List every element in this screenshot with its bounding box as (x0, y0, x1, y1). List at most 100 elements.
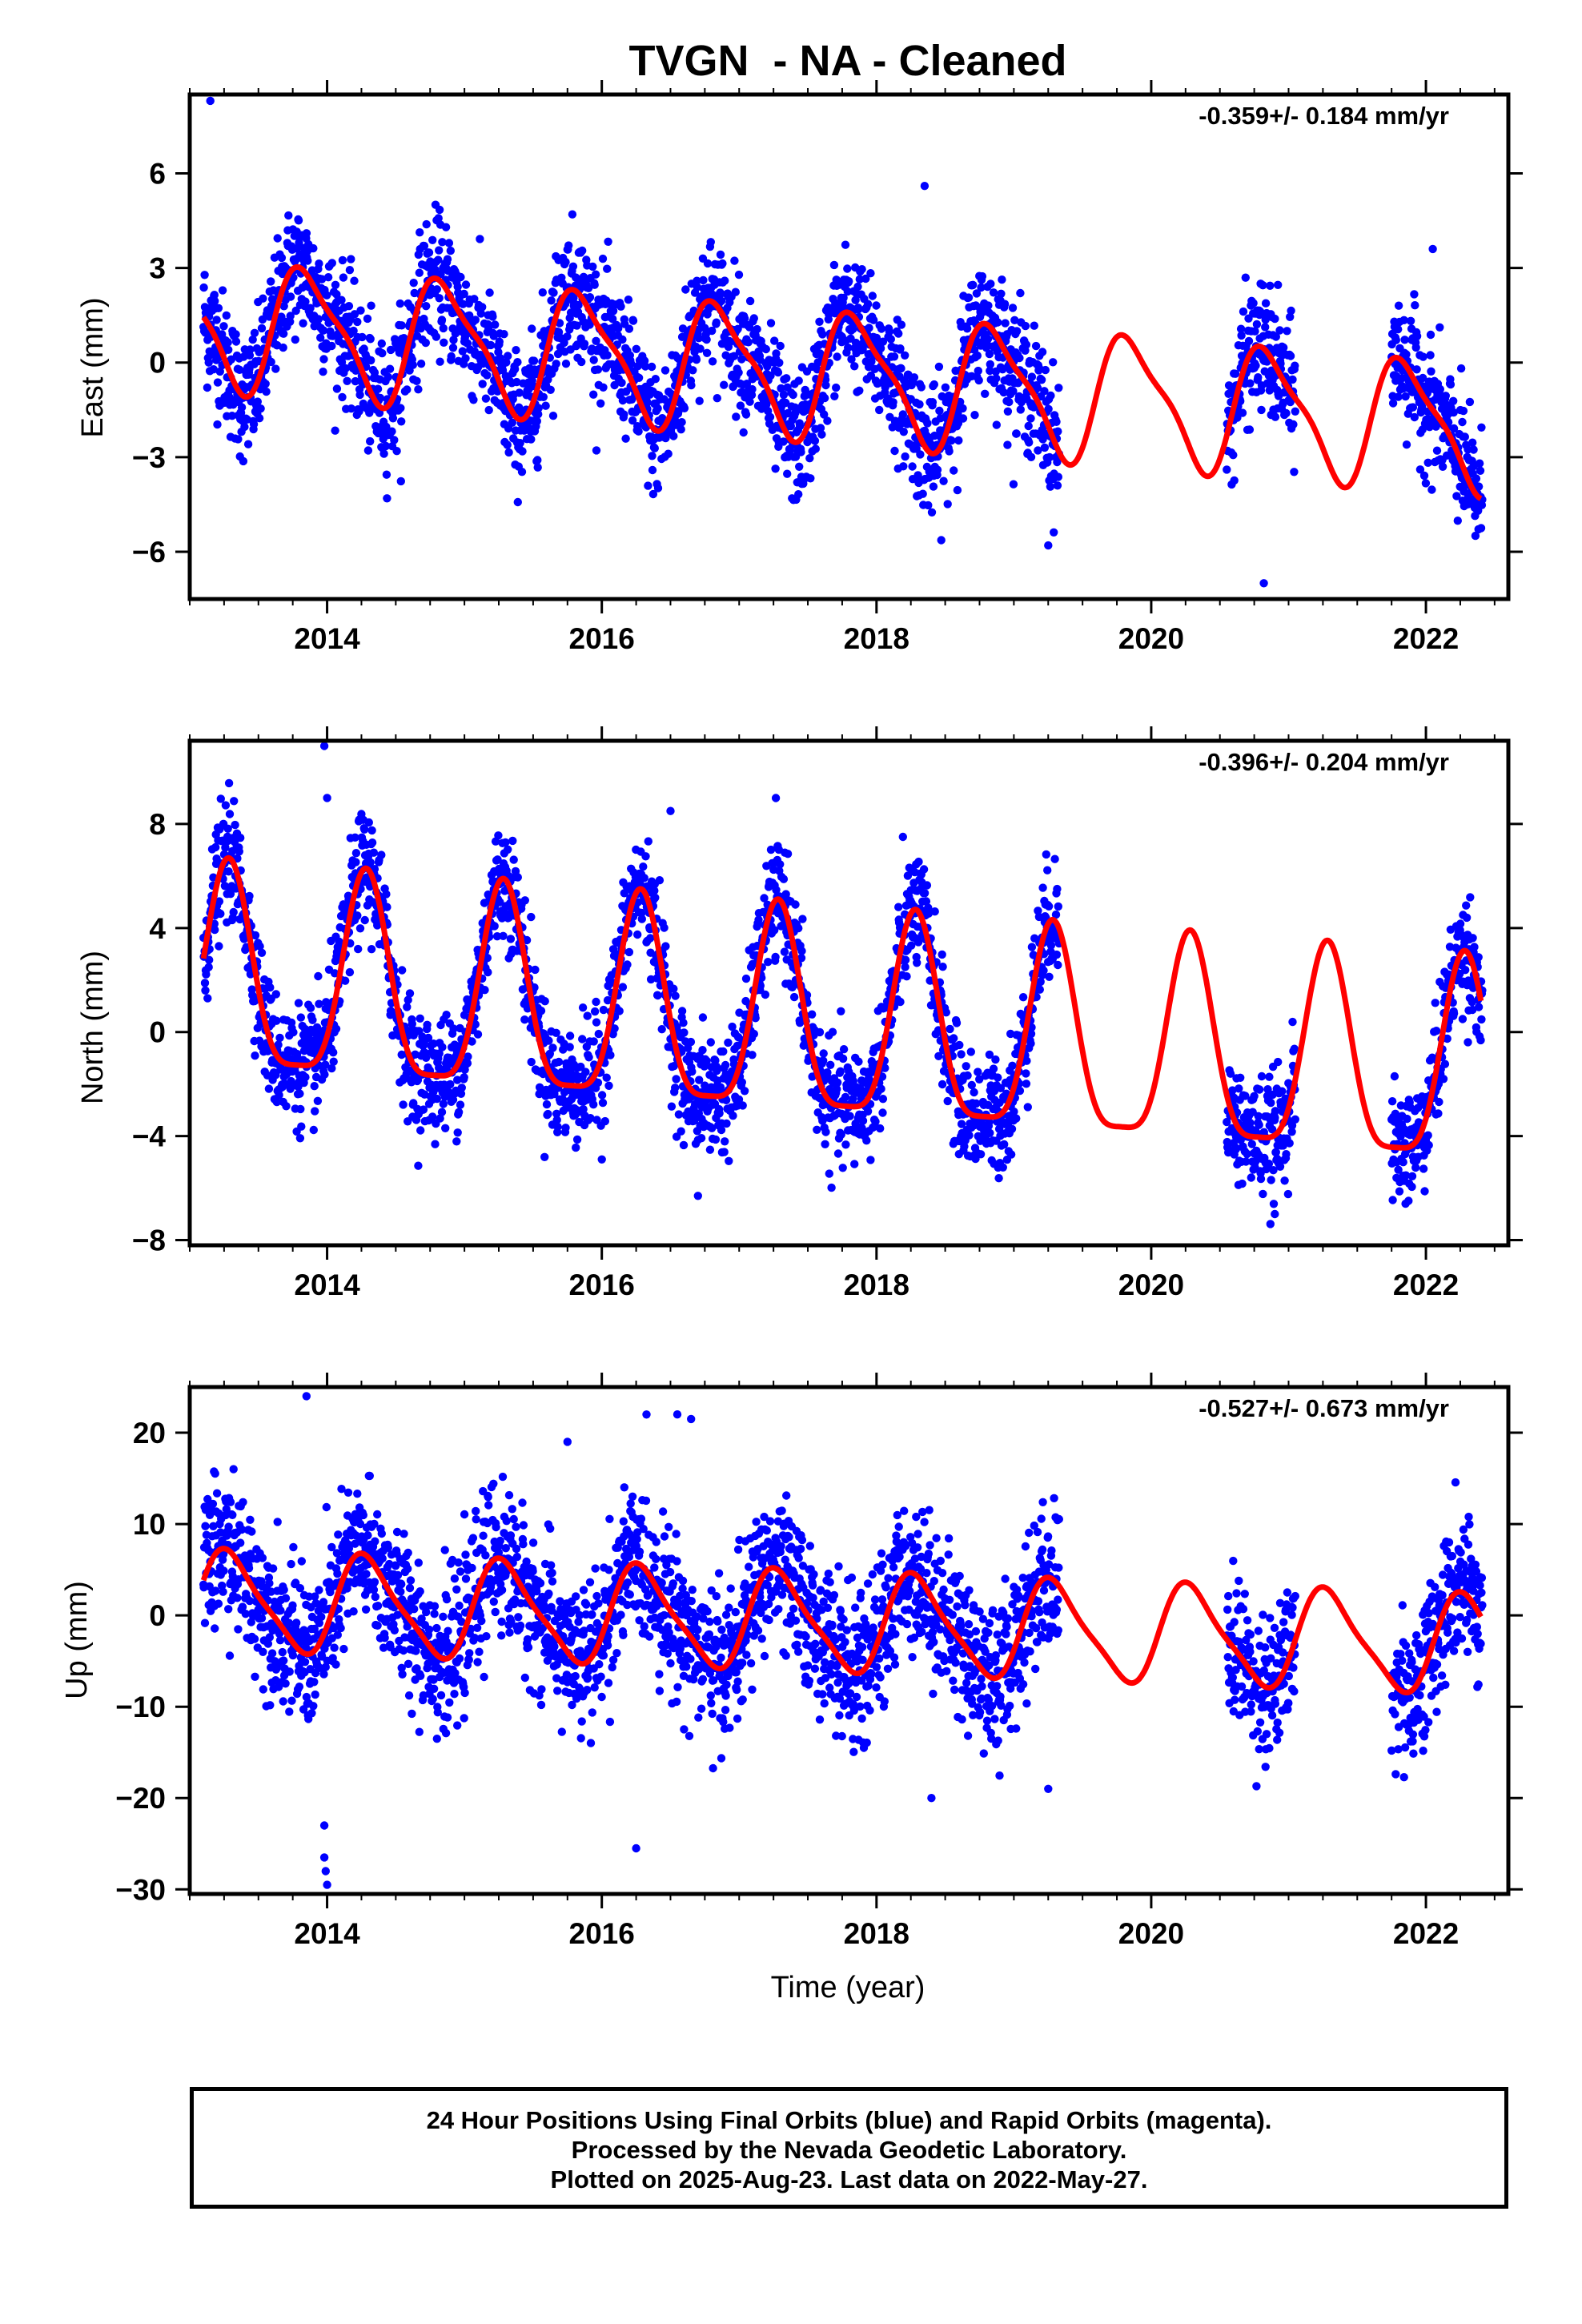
data-point (331, 280, 340, 289)
data-point (383, 903, 391, 911)
data-point (832, 383, 841, 392)
data-point (440, 338, 448, 347)
data-point (548, 1043, 557, 1052)
data-point (1474, 482, 1484, 491)
data-point (794, 376, 803, 385)
data-point (449, 1024, 458, 1033)
data-point (1022, 340, 1031, 349)
data-point (456, 1100, 465, 1109)
data-point (782, 374, 791, 383)
data-point (1406, 316, 1415, 325)
data-point (1465, 397, 1475, 407)
data-point (476, 309, 485, 318)
data-point (765, 419, 774, 428)
data-point (1469, 445, 1478, 454)
data-point (917, 383, 926, 392)
data-point (924, 501, 933, 510)
data-point (435, 1049, 444, 1058)
data-point (297, 1122, 306, 1131)
data-point (534, 404, 543, 412)
data-point (1400, 336, 1409, 344)
data-point (806, 474, 815, 483)
data-point (215, 942, 223, 951)
data-point (218, 286, 227, 295)
data-point (620, 889, 628, 898)
data-point (981, 389, 990, 398)
data-point (588, 262, 597, 271)
data-point (382, 422, 391, 432)
data-point (604, 1081, 613, 1091)
data-point (420, 241, 429, 251)
data-point (938, 1080, 947, 1089)
data-point (578, 246, 587, 255)
data-point (476, 235, 484, 243)
data-point (811, 444, 820, 453)
data-point (435, 205, 444, 215)
data-point (772, 886, 781, 895)
data-point (332, 384, 342, 393)
data-point (312, 1023, 322, 1032)
data-point (898, 410, 908, 419)
data-point (791, 900, 800, 909)
data-point (721, 276, 729, 285)
data-point (614, 324, 623, 333)
data-point (885, 327, 894, 336)
data-point (661, 942, 670, 951)
data-point (928, 398, 938, 407)
data-point (872, 301, 881, 310)
data-point (441, 223, 451, 231)
data-point (693, 276, 701, 285)
data-point (810, 436, 820, 445)
data-point (741, 974, 751, 983)
data-point (504, 352, 512, 360)
data-point (231, 337, 241, 346)
data-point (454, 1108, 464, 1117)
data-point (916, 450, 925, 459)
data-point (878, 1108, 887, 1117)
data-point (875, 405, 884, 415)
data-point (221, 801, 231, 810)
data-point (405, 989, 415, 998)
data-point (392, 447, 401, 456)
data-point (1419, 352, 1427, 361)
data-point (246, 345, 255, 354)
data-point (857, 265, 866, 274)
data-point (345, 266, 355, 275)
data-point (388, 1031, 397, 1040)
data-point (871, 1117, 880, 1126)
rate-label-north: -0.396+/- 0.204 mm/yr (1199, 748, 1449, 776)
panel-north: -0.396+/- 0.204 mm/yr North (mm) 2014 201… (76, 726, 1523, 1301)
data-point (275, 1091, 283, 1100)
data-point (309, 1125, 318, 1135)
data-point (1449, 396, 1458, 405)
data-point (711, 1135, 721, 1144)
data-point (211, 925, 219, 935)
data-point (637, 908, 646, 918)
data-point (1008, 304, 1018, 312)
data-point (1401, 392, 1410, 401)
data-point (1053, 481, 1062, 490)
data-point (225, 810, 235, 818)
data-point (464, 1052, 472, 1061)
data-point (375, 393, 385, 403)
x-tick-label: 2020 (1118, 622, 1184, 655)
data-point (592, 997, 600, 1007)
data-point (416, 1014, 424, 1023)
data-point (861, 274, 870, 283)
data-point (584, 283, 593, 292)
data-point (1410, 290, 1419, 299)
data-point (367, 301, 375, 310)
data-point (230, 797, 239, 806)
data-point (713, 1066, 721, 1076)
data-point (844, 343, 853, 352)
data-point (484, 967, 492, 977)
y-tick-label: 0 (149, 347, 166, 380)
data-point (1001, 319, 1010, 328)
data-point (620, 410, 628, 419)
data-point (434, 255, 443, 264)
data-point (1245, 425, 1255, 434)
data-point (329, 1048, 338, 1057)
data-point (783, 850, 793, 858)
data-point (1030, 321, 1039, 330)
data-point (603, 264, 612, 273)
